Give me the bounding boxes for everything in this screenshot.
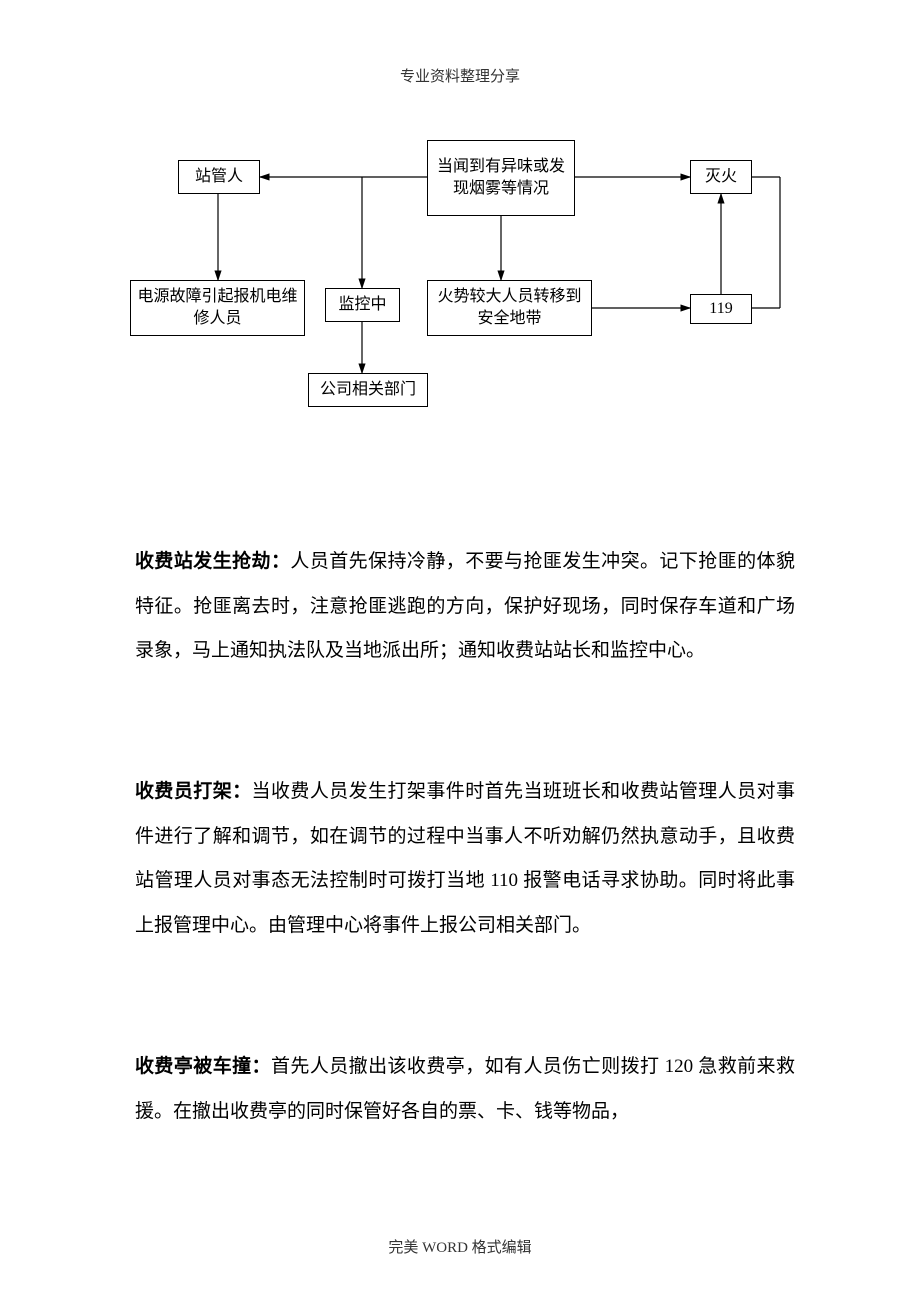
para-title: 收费站发生抢劫：: [135, 551, 290, 572]
page-header: 专业资料整理分享: [0, 65, 920, 86]
paragraph-fight: 收费员打架：当收费人员发生打架事件时首先当班班长和收费站管理人员对事件进行了解和…: [135, 770, 795, 949]
page: 专业资料整理分享 站管人当闻到有异味或发现烟雾等情况灭火电源故障引起报机电维修人…: [0, 0, 920, 1302]
para-title: 收费亭被车撞：: [135, 1056, 271, 1077]
flowchart: 站管人当闻到有异味或发现烟雾等情况灭火电源故障引起报机电维修人员监控中火势较大人…: [130, 130, 810, 410]
page-footer: 完美 WORD 格式编辑: [0, 1236, 920, 1257]
para-body: 当收费人员发生打架事件时首先当班班长和收费站管理人员对事件进行了解和调节，如在调…: [135, 781, 795, 936]
paragraph-crash: 收费亭被车撞：首先人员撤出该收费亭，如有人员伤亡则拨打 120 急救前来救援。在…: [135, 1045, 795, 1134]
para-title: 收费员打架：: [135, 781, 252, 802]
flowchart-edges: [130, 130, 810, 430]
paragraph-robbery: 收费站发生抢劫：人员首先保持冷静，不要与抢匪发生冲突。记下抢匪的体貌特征。抢匪离…: [135, 540, 795, 674]
